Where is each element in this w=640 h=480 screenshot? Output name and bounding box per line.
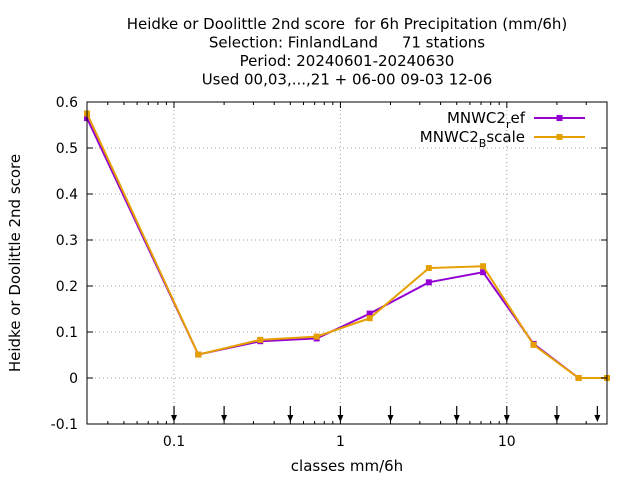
threshold-arrow-head (453, 415, 460, 422)
data-point (530, 341, 537, 348)
y-tick-label: 0.2 (56, 279, 78, 295)
threshold-arrow-head (287, 415, 294, 422)
y-tick-label: 0 (69, 371, 78, 387)
data-point (313, 333, 320, 340)
title-line: Selection: FinlandLand 71 stations (209, 34, 485, 52)
grid (87, 102, 607, 424)
data-point (575, 375, 582, 381)
y-axis-ticks: -0.1 0 0.1 0.2 0.3 0.4 0.5 0.6 (51, 95, 607, 433)
x-tick-label: 1 (336, 434, 345, 450)
y-axis-label: Heidke or Doolittle 2nd score (6, 154, 24, 372)
legend-marker (556, 115, 563, 121)
threshold-arrow-head (221, 415, 228, 422)
data-point (425, 265, 432, 272)
series-line (86, 113, 607, 379)
series (84, 110, 610, 381)
y-tick-label: -0.1 (51, 417, 78, 433)
legend-label: MNWC2Bscale (420, 128, 525, 150)
x-axis-label: classes mm/6h (291, 457, 403, 475)
y-tick-label: 0.5 (56, 141, 78, 157)
plot-frame (86, 101, 608, 425)
data-point (480, 269, 487, 276)
threshold-arrow-head (387, 415, 394, 422)
title-line: Period: 20240601-20240630 (240, 52, 455, 70)
x-axis-ticks: 0.1 1 10 (86, 102, 608, 450)
data-point (425, 279, 432, 286)
y-tick-label: 0.1 (56, 325, 78, 341)
data-point (366, 310, 373, 317)
title-line: Used 00,03,...,21 + 06-00 09-03 12-06 (202, 71, 493, 89)
data-point (480, 263, 487, 270)
y-tick-label: 0.3 (56, 233, 78, 249)
title-line: Heidke or Doolittle 2nd score for 6h Pre… (127, 15, 568, 33)
threshold-arrow-head (553, 415, 560, 422)
y-tick-label: 0.6 (56, 95, 78, 111)
data-point (195, 351, 202, 358)
threshold-arrows (171, 406, 601, 422)
x-tick-label: 0.1 (163, 434, 185, 450)
threshold-arrow-head (594, 415, 601, 422)
y-tick-label: 0.4 (56, 187, 78, 203)
x-tick-label: 10 (498, 434, 516, 450)
data-point (366, 315, 373, 322)
legend-label: MNWC2ref (447, 109, 526, 131)
legend-marker (556, 134, 563, 140)
chart-title: Heidke or Doolittle 2nd score for 6h Pre… (127, 15, 568, 89)
data-point (257, 336, 264, 343)
